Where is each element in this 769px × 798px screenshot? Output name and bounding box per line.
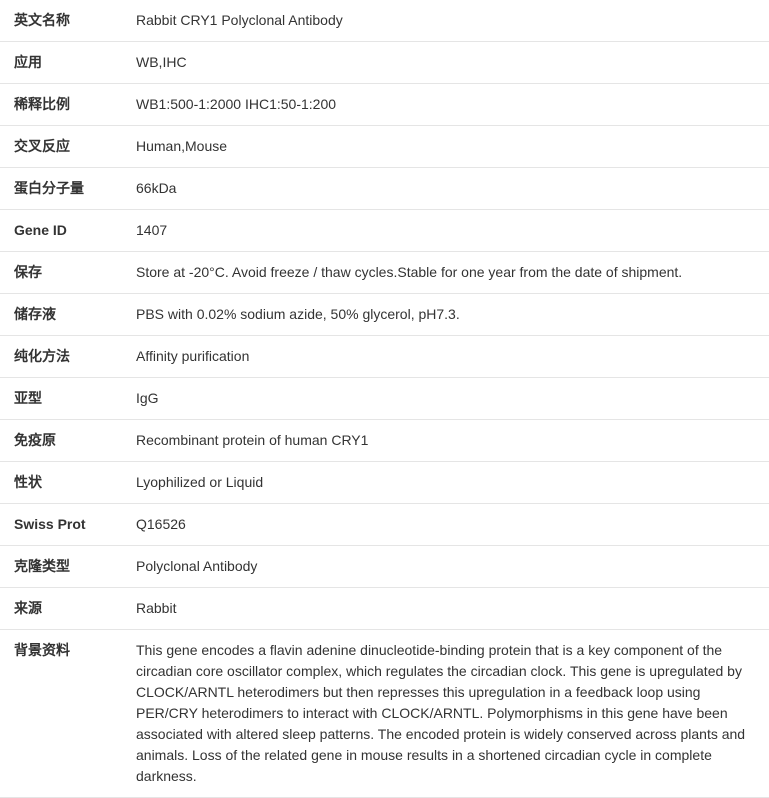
- table-row: 克隆类型 Polyclonal Antibody: [0, 546, 769, 588]
- spec-label: 交叉反应: [0, 126, 128, 168]
- table-row: 蛋白分子量 66kDa: [0, 168, 769, 210]
- table-row: Swiss Prot Q16526: [0, 504, 769, 546]
- spec-label: 英文名称: [0, 0, 128, 42]
- table-row: 英文名称 Rabbit CRY1 Polyclonal Antibody: [0, 0, 769, 42]
- spec-label: 纯化方法: [0, 336, 128, 378]
- table-row: 亚型 IgG: [0, 378, 769, 420]
- spec-value: WB1:500-1:2000 IHC1:50-1:200: [128, 84, 769, 126]
- spec-label: 蛋白分子量: [0, 168, 128, 210]
- spec-label: 克隆类型: [0, 546, 128, 588]
- table-row: 保存 Store at -20°C. Avoid freeze / thaw c…: [0, 252, 769, 294]
- table-row: 储存液 PBS with 0.02% sodium azide, 50% gly…: [0, 294, 769, 336]
- spec-value: Lyophilized or Liquid: [128, 462, 769, 504]
- spec-value: Q16526: [128, 504, 769, 546]
- spec-label: 性状: [0, 462, 128, 504]
- spec-value: This gene encodes a flavin adenine dinuc…: [128, 630, 769, 798]
- spec-label: 来源: [0, 588, 128, 630]
- spec-value: Recombinant protein of human CRY1: [128, 420, 769, 462]
- spec-label: 背景资料: [0, 630, 128, 798]
- table-row: 应用 WB,IHC: [0, 42, 769, 84]
- table-row: 背景资料 This gene encodes a flavin adenine …: [0, 630, 769, 798]
- spec-label: Swiss Prot: [0, 504, 128, 546]
- spec-table-body: 英文名称 Rabbit CRY1 Polyclonal Antibody 应用 …: [0, 0, 769, 798]
- table-row: 稀释比例 WB1:500-1:2000 IHC1:50-1:200: [0, 84, 769, 126]
- spec-value: Rabbit: [128, 588, 769, 630]
- table-row: 纯化方法 Affinity purification: [0, 336, 769, 378]
- table-row: 来源 Rabbit: [0, 588, 769, 630]
- spec-label: 储存液: [0, 294, 128, 336]
- spec-value: WB,IHC: [128, 42, 769, 84]
- spec-value: 1407: [128, 210, 769, 252]
- spec-value: Human,Mouse: [128, 126, 769, 168]
- spec-label: 免疫原: [0, 420, 128, 462]
- table-row: 性状 Lyophilized or Liquid: [0, 462, 769, 504]
- spec-value: Affinity purification: [128, 336, 769, 378]
- spec-value: Store at -20°C. Avoid freeze / thaw cycl…: [128, 252, 769, 294]
- spec-label: 应用: [0, 42, 128, 84]
- table-row: Gene ID 1407: [0, 210, 769, 252]
- spec-value: IgG: [128, 378, 769, 420]
- spec-label: 保存: [0, 252, 128, 294]
- spec-value: Polyclonal Antibody: [128, 546, 769, 588]
- spec-value: PBS with 0.02% sodium azide, 50% glycero…: [128, 294, 769, 336]
- spec-label: 稀释比例: [0, 84, 128, 126]
- table-row: 交叉反应 Human,Mouse: [0, 126, 769, 168]
- product-spec-table: 英文名称 Rabbit CRY1 Polyclonal Antibody 应用 …: [0, 0, 769, 798]
- spec-label: 亚型: [0, 378, 128, 420]
- table-row: 免疫原 Recombinant protein of human CRY1: [0, 420, 769, 462]
- spec-label: Gene ID: [0, 210, 128, 252]
- spec-value: 66kDa: [128, 168, 769, 210]
- spec-value: Rabbit CRY1 Polyclonal Antibody: [128, 0, 769, 42]
